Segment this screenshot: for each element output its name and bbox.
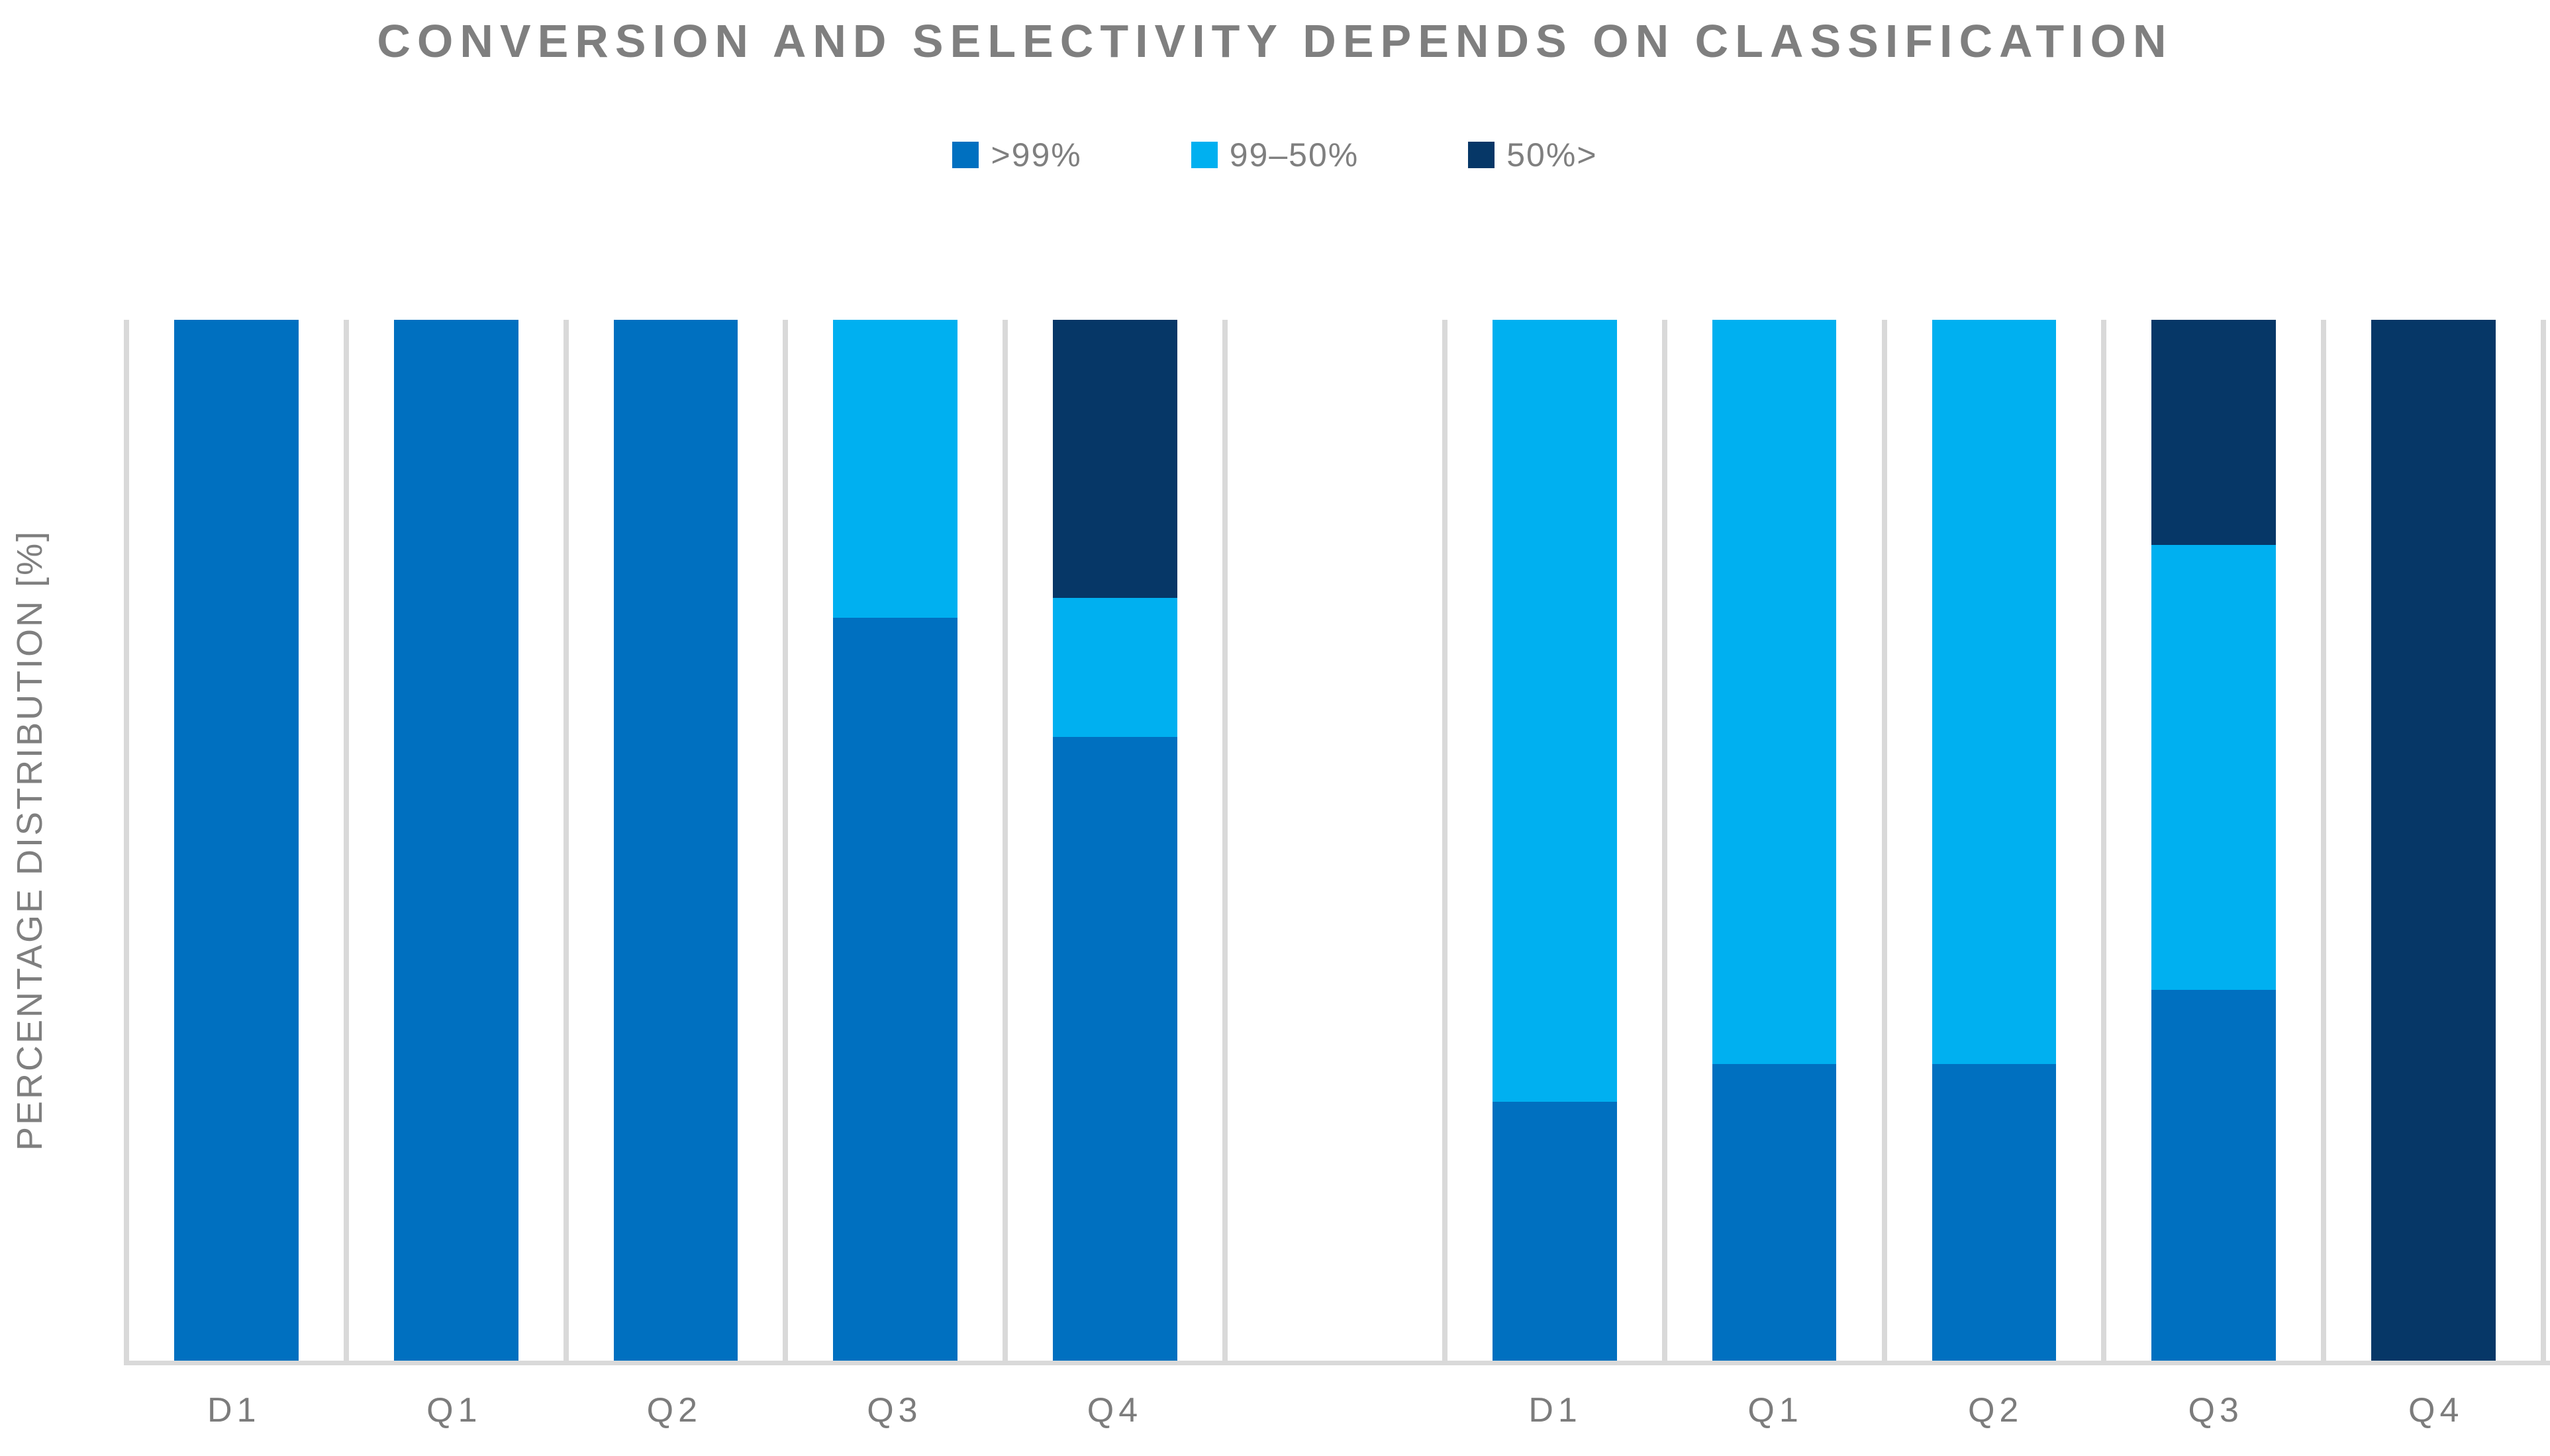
stacked-bar-q4-4 — [1053, 320, 1178, 1361]
x-axis-labels: D1 Q1 Q2 Q3 Q4 D1 Q1 Q2 Q3 Q4 — [124, 1390, 2546, 1430]
bar-segment-99–50% — [1053, 597, 1178, 738]
group-spacer-slot — [1222, 320, 1442, 1361]
bar-segment->99% — [1492, 1101, 1617, 1361]
category-slot-d1-0 — [124, 320, 344, 1361]
category-slot-q4-10 — [2321, 320, 2546, 1361]
category-slot-q2-2 — [563, 320, 783, 1361]
stacked-bar-q3-9 — [2151, 320, 2277, 1361]
chart-title: CONVERSION AND SELECTIVITY DEPENDS ON CL… — [377, 15, 2173, 67]
legend-swatch-lt50 — [1468, 142, 1495, 168]
stacked-bar-d1-0 — [174, 320, 299, 1361]
bar-segment->99% — [833, 617, 958, 1361]
legend-item-99-50: 99–50% — [1191, 136, 1359, 174]
x-axis-label-q4-4: Q4 — [1087, 1391, 1143, 1430]
bar-segment->99% — [1712, 1063, 1837, 1361]
bar-segment->99% — [393, 320, 518, 1361]
legend-label-99-50: 99–50% — [1229, 136, 1359, 173]
category-slot-q1-7 — [1661, 320, 1882, 1361]
bar-segment-99–50% — [833, 320, 958, 618]
legend-item-lt50: 50%> — [1468, 136, 1597, 174]
category-slot-q1-1 — [343, 320, 564, 1361]
x-axis-label-q2-2: Q2 — [646, 1391, 703, 1430]
plot-area — [124, 320, 2546, 1361]
x-axis-label-q1-1: Q1 — [426, 1391, 482, 1430]
x-axis-label-empty — [1225, 1390, 1446, 1430]
legend: >99% 99–50% 50%> — [0, 136, 2550, 174]
legend-label-gt99: >99% — [991, 136, 1082, 173]
y-axis-title: PERCENTAGE DISTRIBUTION [%] — [10, 529, 50, 1151]
x-axis-label-q3-3: Q3 — [867, 1391, 922, 1430]
stacked-bar-q4-10 — [2371, 320, 2496, 1361]
x-axis-label-q3-9: Q3 — [2188, 1391, 2243, 1430]
stacked-bar-q2-2 — [613, 320, 738, 1361]
stacked-bar-q1-1 — [393, 320, 518, 1361]
legend-swatch-gt99 — [952, 142, 979, 168]
bar-segment-99–50% — [1932, 320, 2057, 1064]
bar-segment-50%> — [1053, 320, 1178, 598]
category-slot-q2-8 — [1881, 320, 2102, 1361]
category-slot-q3-3 — [783, 320, 1003, 1361]
x-axis-label-q4-10: Q4 — [2408, 1391, 2464, 1430]
bar-segment->99% — [613, 320, 738, 1361]
bar-segment-99–50% — [2151, 544, 2277, 991]
x-axis-label-q1-7: Q1 — [1747, 1391, 1803, 1430]
bar-segment-99–50% — [1492, 320, 1617, 1102]
category-slot-d1-6 — [1442, 320, 1662, 1361]
legend-label-lt50: 50%> — [1506, 136, 1598, 173]
bar-segment->99% — [2151, 990, 2277, 1361]
bar-segment->99% — [174, 320, 299, 1361]
category-slot-q4-4 — [1003, 320, 1222, 1361]
stacked-bar-q2-8 — [1932, 320, 2057, 1361]
x-axis-label-q2-8: Q2 — [1967, 1391, 2024, 1430]
bar-segment-50%> — [2151, 320, 2277, 545]
stacked-bar-d1-6 — [1492, 320, 1617, 1361]
bar-segment-50%> — [2371, 320, 2496, 1361]
x-axis-label-d1-6: D1 — [1528, 1391, 1582, 1430]
legend-swatch-99-50 — [1191, 142, 1218, 168]
x-axis-line — [124, 1361, 2550, 1365]
legend-item-gt99: >99% — [952, 136, 1081, 174]
bar-segment->99% — [1053, 737, 1178, 1361]
category-slot-q3-9 — [2101, 320, 2321, 1361]
stacked-bar-q1-7 — [1712, 320, 1837, 1361]
bar-segment->99% — [1932, 1063, 2057, 1361]
x-axis-label-d1-0: D1 — [207, 1391, 261, 1430]
bar-segment-99–50% — [1712, 320, 1837, 1064]
stacked-bar-q3-3 — [833, 320, 958, 1361]
